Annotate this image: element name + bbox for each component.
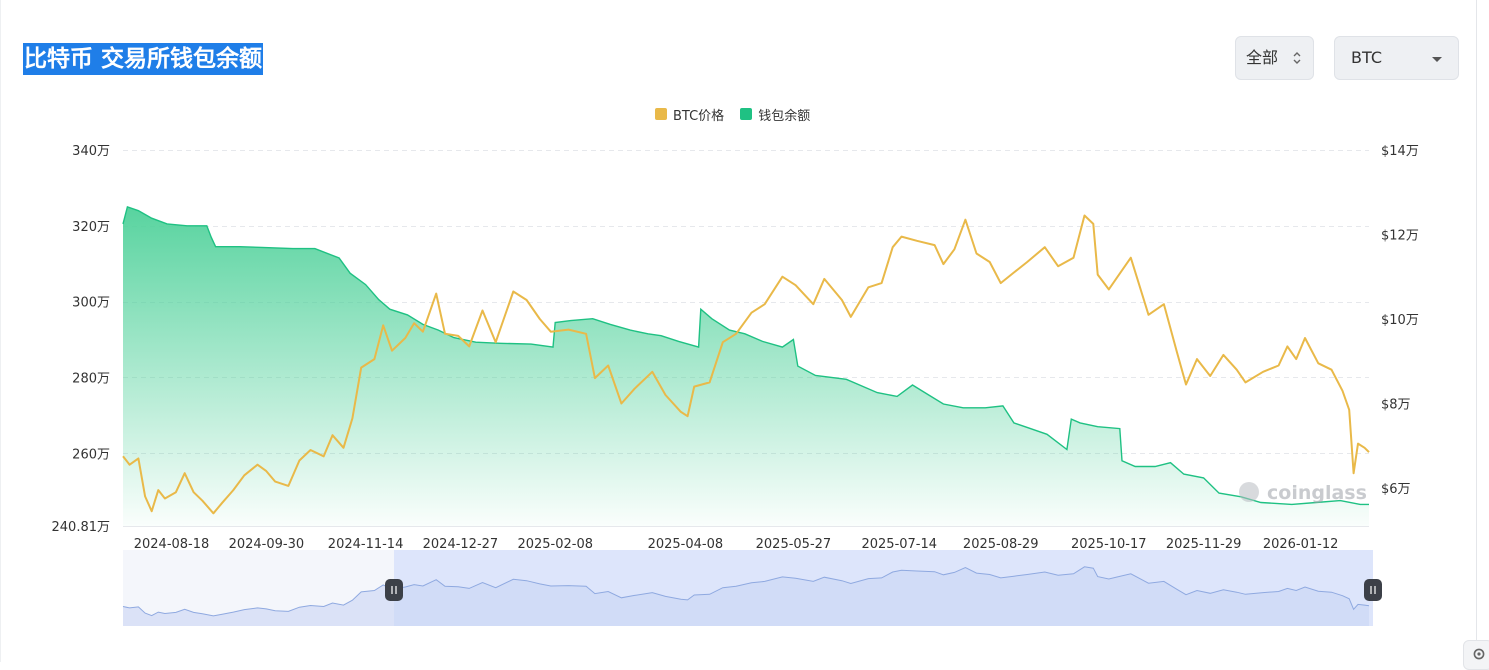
gear-icon <box>1473 648 1485 660</box>
balance-line <box>122 205 1369 506</box>
x-axis-tick: 2025-11-29 <box>1166 537 1242 552</box>
handle-body <box>385 579 403 601</box>
right-axis-tick: $12万 <box>1381 228 1419 243</box>
left-axis-tick: 300万 <box>72 296 110 311</box>
right-axis-tick: $6万 <box>1381 482 1411 497</box>
right-axis-tick: $8万 <box>1381 397 1411 412</box>
right-axis-tick: $14万 <box>1381 144 1419 159</box>
x-axis-tick: 2025-05-27 <box>756 537 832 552</box>
left-axis-tick: 340万 <box>72 144 110 159</box>
x-axis-tick: 2025-10-17 <box>1071 537 1147 552</box>
left-axis-tick: 240.81万 <box>52 520 111 535</box>
left-axis-tick: 280万 <box>72 371 110 386</box>
legend-swatch-price <box>655 108 667 120</box>
range-select-value: 全部 <box>1246 48 1279 67</box>
handle-body <box>1364 579 1382 601</box>
coin-select-value: BTC <box>1351 48 1382 67</box>
range-select[interactable]: 全部 <box>1235 36 1314 80</box>
x-axis-tick: 2025-08-29 <box>963 537 1039 552</box>
x-axis-tick: 2025-04-08 <box>648 537 724 552</box>
legend-label-balance: 钱包余额 <box>758 108 811 124</box>
navigator-area <box>123 566 1369 626</box>
right-axis-tick: $10万 <box>1381 313 1419 328</box>
x-axis-tick: 2026-01-12 <box>1263 537 1339 552</box>
legend-item-price[interactable]: BTC价格 <box>655 105 724 124</box>
x-axis-tick: 2024-09-30 <box>229 537 305 552</box>
price-line <box>122 214 1370 515</box>
navigator-handle-right[interactable] <box>1364 579 1382 601</box>
coinglass-watermark: coinglass <box>1239 482 1367 504</box>
x-axis-tick: 2025-07-14 <box>861 537 937 552</box>
navigator-handle-left[interactable] <box>385 579 403 601</box>
x-axis-tick: 2024-08-18 <box>134 537 210 552</box>
legend-label-price: BTC价格 <box>673 108 725 124</box>
legend-item-balance[interactable]: 钱包余额 <box>740 105 810 124</box>
x-axis-tick: 2025-02-08 <box>517 537 593 552</box>
sort-arrows-icon <box>1293 52 1301 64</box>
chevron-down-icon <box>1432 57 1442 62</box>
legend-swatch-balance <box>740 108 753 120</box>
left-axis-tick: 320万 <box>72 220 110 235</box>
chart-legend: BTC价格 钱包余额 <box>655 105 826 124</box>
coinglass-logo-icon <box>1239 482 1259 502</box>
coin-select[interactable]: BTC <box>1334 36 1459 80</box>
x-axis-tick: 2024-11-14 <box>328 537 404 552</box>
settings-button[interactable] <box>1463 640 1489 670</box>
balance-area <box>123 206 1369 526</box>
left-axis-tick: 260万 <box>72 447 110 462</box>
navigator-line <box>122 566 1370 617</box>
x-axis-tick: 2024-12-27 <box>423 537 499 552</box>
page-title: 比特币 交易所钱包余额 <box>23 43 264 75</box>
watermark-text: coinglass <box>1267 482 1367 504</box>
